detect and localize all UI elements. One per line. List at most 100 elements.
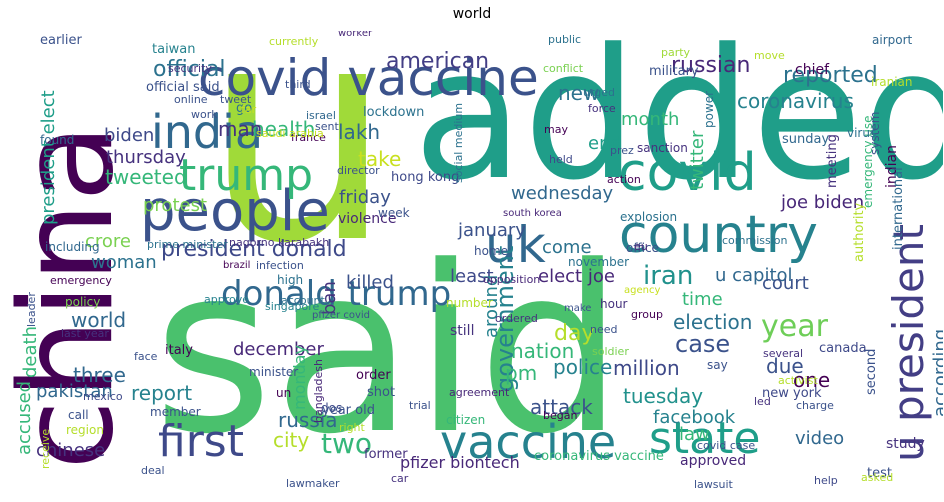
word-health: health bbox=[252, 117, 315, 141]
word-mexico: mexico bbox=[83, 390, 123, 403]
word-office: office bbox=[626, 241, 659, 255]
word-u-capitol: u capitol bbox=[715, 265, 793, 286]
word-car: car bbox=[391, 472, 409, 485]
word-test: test bbox=[867, 466, 892, 481]
word-facebook: facebook bbox=[653, 407, 736, 428]
word-first: first bbox=[158, 416, 244, 467]
word-asked: asked bbox=[861, 471, 893, 484]
word-international: international bbox=[891, 167, 906, 250]
word-activist: activist bbox=[778, 374, 818, 387]
word-approved: approved bbox=[680, 453, 746, 469]
word-military: military bbox=[649, 64, 699, 79]
word-including: including bbox=[45, 240, 100, 254]
word-december: december bbox=[233, 339, 325, 360]
word-china: china bbox=[13, 123, 142, 470]
word-hong-kong: hong kong bbox=[391, 170, 459, 185]
word-lakh: lakh bbox=[338, 120, 380, 144]
word-charge: charge bbox=[796, 399, 834, 412]
word-election: election bbox=[673, 310, 752, 334]
word-former: former bbox=[364, 447, 408, 462]
word-covid: covid bbox=[618, 143, 757, 203]
word-face: face bbox=[134, 350, 158, 363]
word-woman: woman bbox=[91, 252, 157, 273]
word-canada: canada bbox=[819, 341, 867, 356]
word-american: american bbox=[386, 49, 489, 74]
word-move: move bbox=[754, 49, 785, 62]
word-new-york: new york bbox=[762, 386, 822, 401]
word-india: india bbox=[151, 105, 263, 159]
word-president-donald: president donald bbox=[161, 237, 347, 262]
word-one: one bbox=[793, 368, 830, 392]
word-u-president: u president bbox=[884, 224, 933, 462]
word-trump: trump bbox=[179, 150, 313, 201]
word-force: force bbox=[588, 102, 616, 115]
word-according: according bbox=[930, 329, 943, 417]
word-number: number bbox=[446, 296, 493, 310]
word-commission: commission bbox=[722, 234, 788, 247]
word-january: january bbox=[457, 220, 526, 241]
word-tuesday: tuesday bbox=[623, 384, 703, 408]
word-social-medium: social medium bbox=[452, 103, 465, 183]
word-crore: crore bbox=[85, 231, 131, 252]
word-covid-vaccine: covid vaccine bbox=[198, 49, 539, 107]
word-protest: protest bbox=[143, 195, 207, 216]
word-work: work bbox=[191, 108, 218, 121]
chart-title: world bbox=[452, 6, 492, 22]
word-video: video bbox=[795, 428, 844, 449]
word-month: month bbox=[621, 109, 679, 130]
word-iranian: iranian bbox=[871, 75, 913, 89]
word-italy: italy bbox=[165, 343, 193, 358]
word-chief: chief bbox=[795, 62, 830, 78]
word-new: new bbox=[558, 81, 599, 105]
word-added: added bbox=[413, 31, 943, 220]
word-go: go bbox=[236, 101, 252, 116]
word-public: public bbox=[548, 33, 581, 46]
word-worker: worker bbox=[338, 31, 373, 39]
word-saudi-arabia: saudi arabia bbox=[256, 127, 324, 140]
word-donald-trump: donald trump bbox=[221, 274, 451, 314]
word-time: time bbox=[682, 289, 723, 310]
word-action: action bbox=[607, 173, 641, 186]
word-coronavirus-vaccine: coronavirus vaccine bbox=[534, 449, 664, 464]
word-official-said: official said bbox=[146, 80, 220, 95]
word-opposition: opposition bbox=[483, 273, 540, 286]
word-government: government bbox=[491, 246, 519, 392]
word-elect-joe: elect joe bbox=[538, 266, 615, 287]
word-emergency-use: emergency use bbox=[861, 115, 875, 208]
word-russia: russia bbox=[278, 408, 338, 432]
word-urged: urged bbox=[583, 86, 615, 99]
word-member: member bbox=[150, 405, 201, 419]
word-bangladesh: bangladesh bbox=[312, 359, 325, 423]
word-week: week bbox=[378, 206, 410, 220]
word-law: law bbox=[679, 424, 710, 445]
word-found: found bbox=[40, 133, 74, 147]
word-joe-biden: joe biden bbox=[780, 192, 864, 213]
word-un: un bbox=[276, 386, 291, 400]
word-online: online bbox=[174, 93, 208, 106]
word-deal: deal bbox=[141, 464, 165, 477]
word-accused: accused bbox=[14, 381, 35, 455]
word-ordered: ordered bbox=[495, 312, 538, 325]
word-around: around bbox=[481, 275, 502, 338]
word-citizen: citizen bbox=[446, 413, 485, 427]
word-account: account bbox=[281, 294, 326, 307]
word-brazil: brazil bbox=[223, 260, 250, 271]
word-twitter: twitter bbox=[687, 130, 708, 190]
word-policy: policy bbox=[65, 295, 100, 309]
word-said: said bbox=[153, 218, 624, 485]
word-group: group bbox=[631, 308, 663, 321]
word-held: held bbox=[549, 153, 573, 166]
word-death: death bbox=[20, 326, 41, 378]
word-may: may bbox=[544, 123, 568, 136]
word-currently: currently bbox=[269, 35, 319, 48]
word-still: still bbox=[450, 323, 474, 339]
word-chinese: chinese bbox=[36, 440, 105, 461]
word-city: city bbox=[273, 428, 309, 452]
word-agency: agency bbox=[624, 285, 660, 296]
word-indian: indian bbox=[884, 145, 900, 188]
word-sanction: sanction bbox=[637, 141, 688, 155]
word-pfizer-covid: pfizer covid bbox=[312, 310, 370, 321]
word-court: court bbox=[762, 273, 809, 294]
word-year: year bbox=[761, 309, 829, 344]
word-approve: approve bbox=[204, 293, 249, 306]
